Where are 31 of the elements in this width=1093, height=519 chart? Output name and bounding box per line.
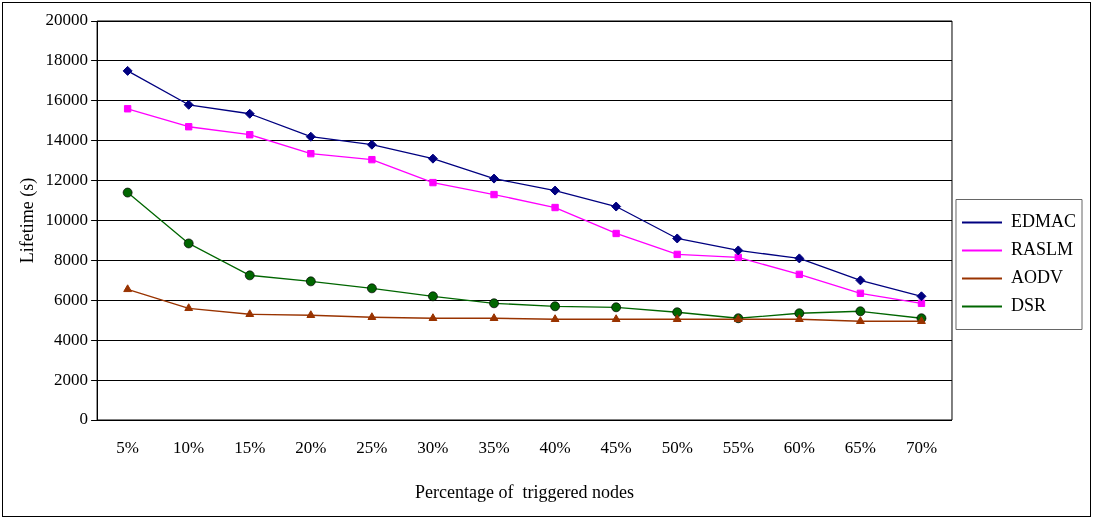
y-tick-label: 10000 bbox=[45, 209, 89, 229]
y-tick-label: 6000 bbox=[54, 289, 89, 309]
x-axis-title: Percentage of triggered nodes bbox=[415, 481, 635, 502]
legend-label: DSR bbox=[1011, 295, 1047, 316]
x-tick-label: 15% bbox=[234, 437, 266, 457]
x-tick-label: 60% bbox=[783, 437, 815, 457]
y-axis-title: Lifetime (s) bbox=[16, 177, 38, 264]
legend-label: AODV bbox=[1011, 267, 1063, 288]
legend-label: EDMAC bbox=[1011, 211, 1077, 232]
legend-label: RASLM bbox=[1011, 239, 1074, 260]
x-tick-label: 20% bbox=[295, 437, 327, 457]
y-tick-label: 16000 bbox=[45, 90, 89, 110]
x-tick-label: 30% bbox=[417, 437, 449, 457]
y-tick-label: 14000 bbox=[45, 130, 89, 150]
x-tick-label: 10% bbox=[173, 437, 205, 457]
x-tick-label: 45% bbox=[600, 437, 632, 457]
y-tick-label: 8000 bbox=[54, 249, 89, 269]
x-tick-label: 55% bbox=[722, 437, 754, 457]
y-tick-label: 0 bbox=[79, 409, 89, 429]
x-tick-label: 70% bbox=[905, 437, 938, 457]
y-tick-label: 12000 bbox=[45, 170, 89, 190]
x-tick-label: 50% bbox=[661, 437, 693, 457]
y-tick-label: 2000 bbox=[54, 369, 89, 389]
y-tick-label: 20000 bbox=[45, 10, 89, 30]
x-tick-label: 5% bbox=[116, 437, 139, 457]
x-tick-label: 65% bbox=[844, 437, 876, 457]
x-tick-label: 40% bbox=[539, 437, 571, 457]
x-tick-label: 25% bbox=[356, 437, 388, 457]
x-tick-label: 35% bbox=[478, 437, 510, 457]
y-tick-label: 18000 bbox=[45, 50, 89, 70]
y-tick-label: 4000 bbox=[54, 329, 89, 349]
